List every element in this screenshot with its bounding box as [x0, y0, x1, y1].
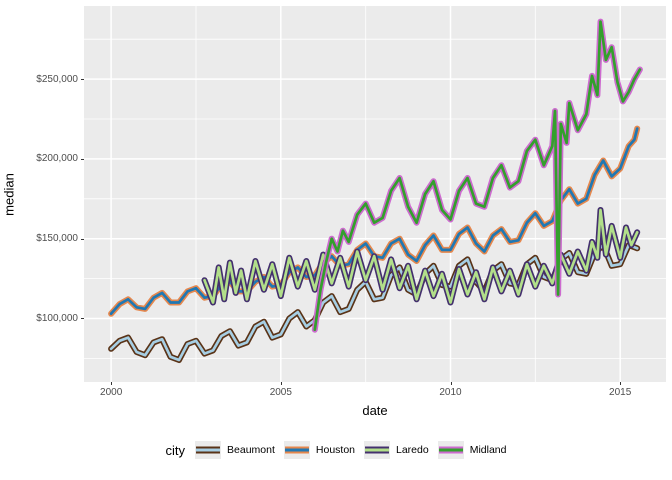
x-tick-label: 2015: [609, 387, 632, 398]
x-tick-mark: [280, 382, 282, 385]
x-tick-label: 2010: [439, 387, 462, 398]
x-tick-mark: [111, 382, 113, 385]
y-tick-label: $200,000: [36, 153, 78, 165]
y-tick-mark: [81, 238, 84, 240]
legend-key-beaumont-icon: [195, 441, 222, 459]
legend-label: Beaumont: [227, 444, 275, 456]
legend-key-houston-icon: [283, 441, 310, 459]
legend-label: Midland: [469, 444, 507, 456]
series-line-midland: [313, 20, 642, 332]
legend: city Beaumont Houston Laredo Midland: [0, 441, 672, 459]
legend-key-midland-icon: [437, 441, 464, 459]
y-tick-label: $150,000: [36, 233, 78, 245]
x-tick-mark: [620, 382, 622, 385]
y-tick-mark: [81, 79, 84, 81]
legend-title: city: [165, 442, 186, 458]
legend-entry-laredo: Laredo: [364, 441, 429, 459]
x-tick-label: 2005: [269, 387, 292, 398]
legend-entry-midland: Midland: [437, 441, 507, 459]
plot-panel: [84, 6, 666, 382]
y-tick-label: $100,000: [36, 312, 78, 324]
series-line-laredo: [203, 208, 639, 304]
legend-entry-beaumont: Beaumont: [195, 441, 275, 459]
x-tick-label: 2000: [100, 387, 123, 398]
legend-key-laredo-icon: [364, 441, 390, 459]
legend-label: Laredo: [396, 444, 429, 456]
y-tick-mark: [81, 318, 84, 320]
panel-background: [84, 6, 666, 382]
y-tick-label: $250,000: [36, 73, 78, 85]
legend-label: Houston: [315, 444, 355, 456]
y-tick-mark: [81, 158, 84, 160]
x-axis-title: date: [362, 403, 388, 418]
legend-entry-houston: Houston: [283, 441, 355, 459]
x-tick-mark: [450, 382, 452, 385]
